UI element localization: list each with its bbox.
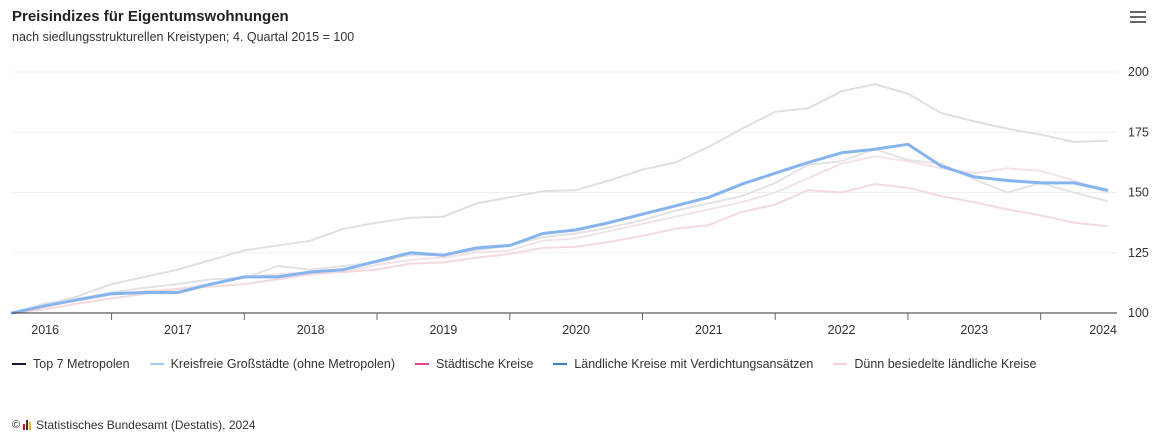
- y-tick-label-200: 200: [1128, 65, 1149, 79]
- legend-item-5[interactable]: Dünn besiedelte ländliche Kreise: [833, 354, 1036, 374]
- y-tick-label-100: 100: [1128, 306, 1149, 320]
- legend-swatch: [553, 363, 567, 365]
- x-tick-label-2020: 2020: [562, 323, 590, 337]
- legend-item-4[interactable]: Ländliche Kreise mit Verdichtungsansätze…: [553, 354, 813, 374]
- legend: Top 7 Metropolen Kreisfreie Großstädte (o…: [12, 354, 1112, 374]
- x-tick-label-2024: 2024: [1089, 323, 1117, 337]
- x-tick-label-2022: 2022: [828, 323, 856, 337]
- destatis-logo-icon: [23, 420, 32, 430]
- x-tick-label-2018: 2018: [297, 323, 325, 337]
- legend-swatch: [150, 363, 164, 365]
- legend-item-2[interactable]: Kreisfreie Großstädte (ohne Metropolen): [150, 354, 395, 374]
- legend-label: Ländliche Kreise mit Verdichtungsansätze…: [574, 357, 813, 371]
- legend-swatch: [833, 363, 847, 365]
- x-tick-label-2021: 2021: [695, 323, 723, 337]
- source-credit: © Statistisches Bundesamt (Destatis), 20…: [12, 418, 256, 432]
- legend-label: Top 7 Metropolen: [33, 357, 130, 371]
- y-tick-label-175: 175: [1128, 125, 1149, 139]
- y-tick-label-125: 125: [1128, 246, 1149, 260]
- x-tick-label-2019: 2019: [429, 323, 457, 337]
- legend-swatch: [415, 363, 429, 365]
- series-lines: [12, 84, 1107, 313]
- legend-swatch: [12, 363, 26, 365]
- x-tick-label-2023: 2023: [960, 323, 988, 337]
- x-tick-label-2017: 2017: [164, 323, 192, 337]
- legend-label: Städtische Kreise: [436, 357, 533, 371]
- series-line-1: [12, 84, 1107, 313]
- x-tick-label-2016: 2016: [31, 323, 59, 337]
- legend-item-1[interactable]: Top 7 Metropolen: [12, 354, 130, 374]
- source-text: Statistisches Bundesamt (Destatis), 2024: [36, 418, 255, 432]
- legend-item-3[interactable]: Städtische Kreise: [415, 354, 533, 374]
- y-axis: 100 125 150 175 200: [1128, 65, 1149, 320]
- grid-lines: [12, 72, 1117, 253]
- x-axis: 2016 2017 2018 2019 2020 2021 2022 2023 2024: [12, 313, 1117, 337]
- y-tick-label-150: 150: [1128, 186, 1149, 200]
- line-chart: 2016 2017 2018 2019 2020 2021 2022 2023 2024 100…: [0, 0, 1164, 345]
- legend-label: Kreisfreie Großstädte (ohne Metropolen): [171, 357, 395, 371]
- copyright-symbol: ©: [12, 419, 20, 431]
- legend-label: Dünn besiedelte ländliche Kreise: [854, 357, 1036, 371]
